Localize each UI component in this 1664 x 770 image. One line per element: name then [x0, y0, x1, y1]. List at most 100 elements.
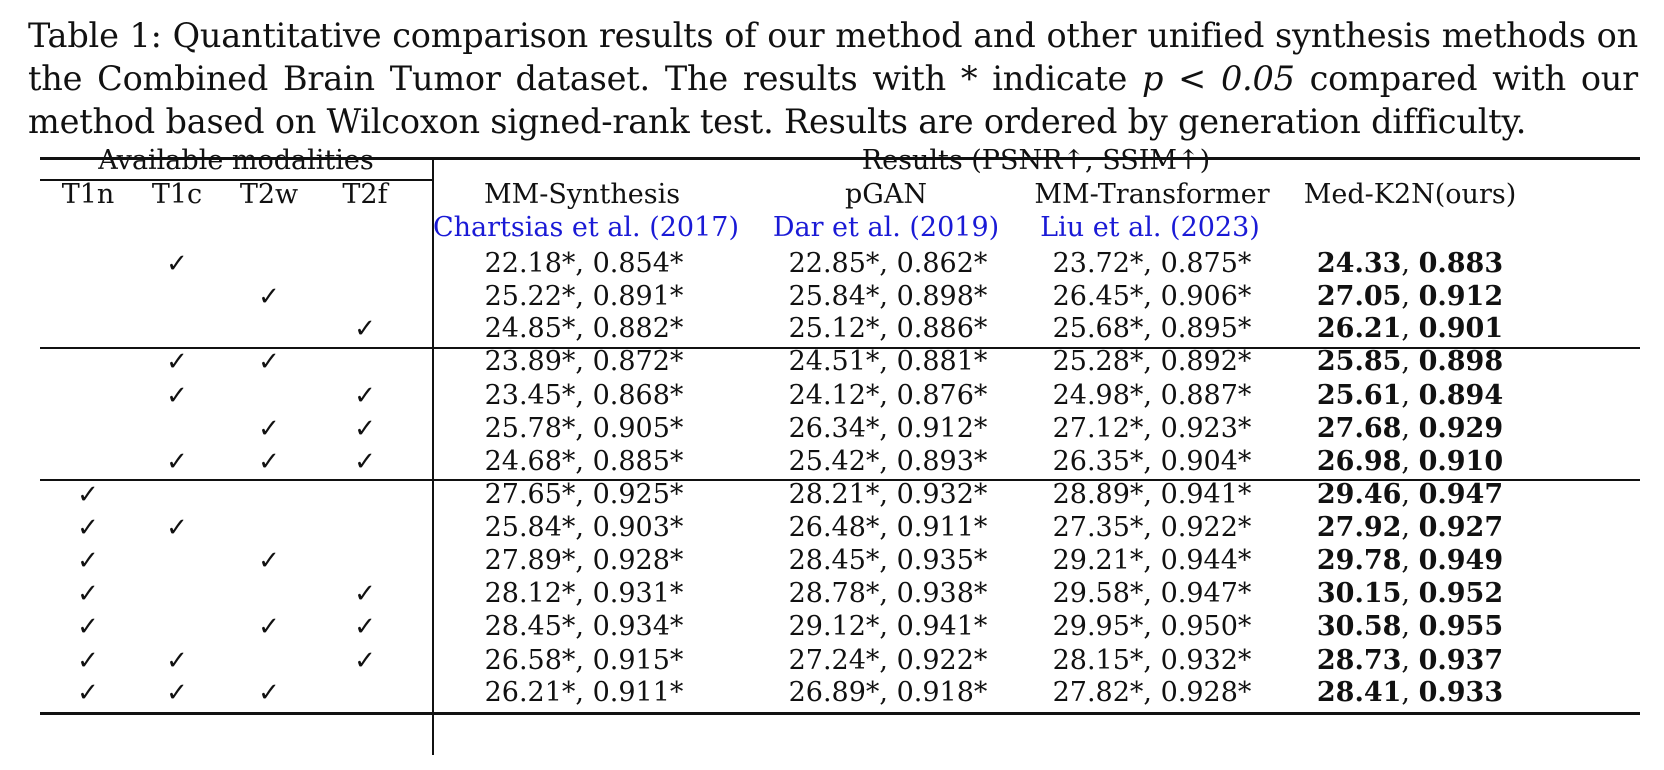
result-cell: 28.45*, 0.935*	[788, 545, 988, 576]
value-separator: ,	[1401, 645, 1419, 676]
ours-result-cell: 24.33, 0.883	[1317, 247, 1503, 281]
ours-ssim: 0.949	[1418, 545, 1504, 576]
method-header-med-k2n: Med-K2N(ours)	[1303, 179, 1517, 210]
ours-psnr: 25.61	[1316, 380, 1402, 411]
ours-result-cell: 29.46, 0.947	[1317, 478, 1503, 512]
column-divider	[432, 157, 434, 755]
check-icon: ✓	[166, 513, 188, 543]
result-cell: 23.89*, 0.872*	[484, 346, 684, 377]
ours-ssim: 0.894	[1418, 380, 1504, 411]
results-header: Results (PSNR↑, SSIM↑)	[861, 145, 1211, 176]
check-icon: ✓	[166, 678, 188, 708]
result-cell: 26.58*, 0.915*	[484, 645, 684, 676]
citation-year[interactable]: 2017	[659, 212, 729, 243]
check-icon: ✓	[354, 646, 376, 676]
citation-author[interactable]: Chartsias et al.	[432, 212, 641, 243]
caption-p-expression: p < 0.05	[1142, 59, 1295, 98]
method-header-pgan: pGAN	[845, 179, 927, 210]
check-icon: ✓	[354, 314, 376, 344]
result-cell: 24.98*, 0.887*	[1052, 380, 1252, 411]
ours-result-cell: 27.05, 0.912	[1317, 280, 1503, 314]
citation-year[interactable]: 2019	[919, 212, 989, 243]
check-icon: ✓	[77, 513, 99, 543]
ours-ssim: 0.952	[1418, 578, 1504, 609]
citation-author[interactable]: Dar et al.	[772, 212, 901, 243]
result-cell: 27.24*, 0.922*	[788, 645, 988, 676]
check-icon: ✓	[166, 249, 188, 279]
value-separator: ,	[1401, 281, 1419, 312]
ours-result-cell: 25.85, 0.898	[1317, 345, 1503, 379]
result-cell: 25.28*, 0.892*	[1052, 346, 1252, 377]
result-cell: 26.89*, 0.918*	[788, 677, 988, 708]
caption-label: Table 1:	[28, 16, 162, 55]
ours-result-cell: 28.73, 0.937	[1317, 644, 1503, 678]
value-separator: ,	[1401, 313, 1419, 344]
check-icon: ✓	[77, 646, 99, 676]
value-separator: ,	[1401, 380, 1419, 411]
modality-header-t2f: T2f	[342, 179, 388, 210]
check-icon: ✓	[77, 546, 99, 576]
value-separator: ,	[1401, 446, 1419, 477]
table-caption: Table 1: Quantitative comparison results…	[28, 14, 1638, 143]
ours-psnr: 30.58	[1316, 611, 1402, 642]
modality-header-t1c: T1c	[151, 179, 203, 210]
ours-result-cell: 27.92, 0.927	[1317, 511, 1503, 545]
ours-ssim: 0.933	[1418, 677, 1504, 708]
check-icon: ✓	[354, 414, 376, 444]
check-icon: ✓	[166, 381, 188, 411]
result-cell: 25.84*, 0.903*	[484, 512, 684, 543]
check-icon: ✓	[77, 612, 99, 642]
value-separator: ,	[1401, 545, 1419, 576]
citation-dar[interactable]: Dar et al. (2019)	[772, 212, 1000, 243]
check-icon: ✓	[166, 646, 188, 676]
ours-result-cell: 25.61, 0.894	[1317, 379, 1503, 413]
result-cell: 24.85*, 0.882*	[484, 313, 684, 344]
result-cell: 28.78*, 0.938*	[788, 578, 988, 609]
result-cell: 25.12*, 0.886*	[788, 313, 988, 344]
citation-author[interactable]: Liu et al.	[1040, 212, 1162, 243]
result-cell: 25.42*, 0.893*	[788, 446, 988, 477]
top-rule	[40, 157, 1640, 160]
ours-psnr: 27.05	[1316, 281, 1402, 312]
result-cell: 27.12*, 0.923*	[1052, 413, 1252, 444]
result-cell: 28.45*, 0.934*	[484, 611, 684, 642]
result-cell: 27.82*, 0.928*	[1052, 677, 1252, 708]
check-icon: ✓	[258, 447, 280, 477]
result-cell: 26.34*, 0.912*	[788, 413, 988, 444]
check-icon: ✓	[258, 678, 280, 708]
ours-psnr: 24.33	[1316, 248, 1402, 279]
result-cell: 22.85*, 0.862*	[788, 248, 988, 279]
ours-psnr: 25.85	[1316, 346, 1402, 377]
result-cell: 23.45*, 0.868*	[484, 380, 684, 411]
ours-psnr: 30.15	[1316, 578, 1402, 609]
result-cell: 29.12*, 0.941*	[788, 611, 988, 642]
result-cell: 29.58*, 0.947*	[1052, 578, 1252, 609]
ours-result-cell: 30.58, 0.955	[1317, 610, 1503, 644]
group-rule-1	[40, 347, 1640, 349]
ours-psnr: 27.92	[1316, 512, 1402, 543]
value-separator: ,	[1401, 512, 1419, 543]
result-cell: 28.89*, 0.941*	[1052, 479, 1252, 510]
check-icon: ✓	[166, 447, 188, 477]
ours-psnr: 28.73	[1316, 645, 1402, 676]
check-icon: ✓	[166, 347, 188, 377]
ours-result-cell: 29.78, 0.949	[1317, 544, 1503, 578]
citation-year[interactable]: 2023	[1180, 212, 1250, 243]
group-rule-2	[40, 479, 1640, 481]
check-icon: ✓	[258, 612, 280, 642]
citation-liu[interactable]: Liu et al. (2023)	[1040, 212, 1260, 243]
bottom-rule	[40, 712, 1640, 715]
check-icon: ✓	[258, 347, 280, 377]
result-cell: 22.18*, 0.854*	[484, 248, 684, 279]
value-separator: ,	[1401, 248, 1419, 279]
result-cell: 24.68*, 0.885*	[484, 446, 684, 477]
check-icon: ✓	[258, 414, 280, 444]
result-cell: 29.21*, 0.944*	[1052, 545, 1252, 576]
citation-chartsias[interactable]: Chartsias et al. (2017)	[432, 212, 740, 243]
value-separator: ,	[1401, 346, 1419, 377]
result-cell: 25.78*, 0.905*	[484, 413, 684, 444]
value-separator: ,	[1401, 677, 1419, 708]
result-cell: 26.48*, 0.911*	[788, 512, 988, 543]
result-cell: 25.22*, 0.891*	[484, 281, 684, 312]
ours-result-cell: 26.21, 0.901	[1317, 312, 1503, 346]
